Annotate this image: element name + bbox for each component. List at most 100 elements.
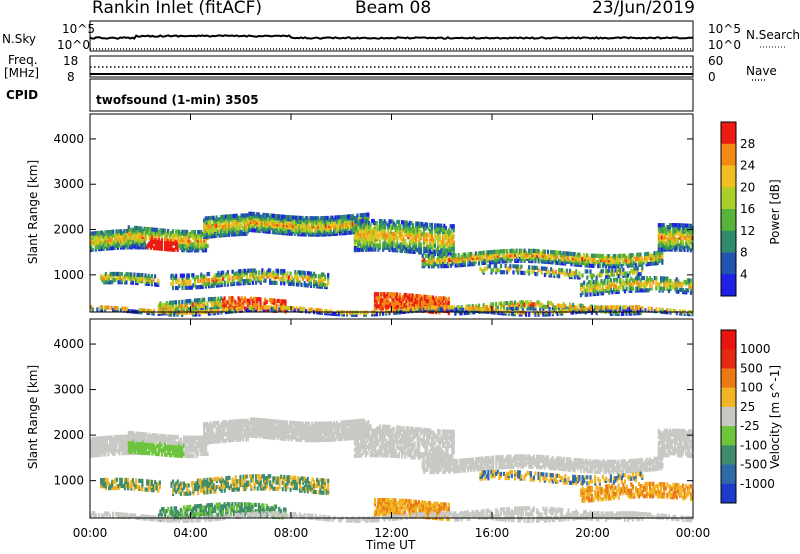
power-cell — [226, 300, 229, 305]
power-cell — [218, 221, 221, 226]
power-cell — [429, 222, 432, 227]
power-cell — [200, 229, 203, 235]
power-cell — [567, 306, 570, 311]
power-cell — [192, 306, 195, 311]
power-cell — [678, 281, 682, 286]
power-cell — [586, 257, 589, 262]
power-cell — [449, 248, 452, 253]
power-cell — [388, 311, 391, 316]
power-cell — [287, 215, 290, 220]
power-cell — [622, 271, 625, 276]
power-cell — [119, 280, 122, 285]
power-cell — [200, 234, 203, 239]
power-cell — [575, 305, 578, 310]
power-cell — [350, 214, 353, 219]
power-cell — [377, 304, 380, 309]
power-cell — [639, 256, 642, 261]
power-cell — [233, 277, 236, 282]
power-cell — [606, 305, 609, 310]
power-cell — [429, 239, 432, 244]
power-cell — [680, 281, 683, 286]
power-cell — [250, 278, 253, 283]
power-cell — [504, 255, 507, 260]
power-cell — [570, 256, 573, 261]
power-cell — [454, 263, 457, 268]
power-cell — [117, 280, 120, 285]
power-cell — [203, 222, 206, 227]
power-cell — [181, 273, 184, 278]
power-cell — [441, 304, 444, 309]
power-cell — [195, 306, 198, 311]
power-cell — [245, 217, 248, 222]
power-heatmap — [90, 211, 694, 317]
power-cell — [680, 223, 683, 228]
power-cell — [677, 241, 680, 246]
power-cell — [410, 305, 413, 310]
power-cell — [187, 273, 190, 278]
power-cell — [512, 302, 515, 307]
power-cell — [531, 302, 534, 307]
power-cell — [231, 216, 234, 221]
power-cell — [433, 305, 437, 310]
power-cell — [112, 229, 115, 234]
power-cell — [686, 246, 689, 251]
power-cell — [140, 226, 143, 231]
power-cell — [630, 261, 633, 266]
power-cell — [214, 273, 217, 278]
power-cell — [204, 224, 207, 229]
power-cell — [559, 250, 562, 255]
power-cell — [321, 224, 325, 229]
power-cell — [600, 291, 603, 296]
power-cell — [377, 292, 380, 297]
power-cell — [231, 269, 234, 274]
power-cell — [473, 253, 476, 258]
power-cell — [623, 305, 627, 310]
power-cell — [385, 221, 388, 226]
power-cell — [371, 218, 374, 224]
power-cell — [521, 310, 524, 315]
power-cell — [601, 280, 605, 286]
power-cell — [422, 240, 426, 245]
power-cell — [529, 256, 532, 262]
power-cell — [248, 211, 251, 216]
power-cell — [248, 278, 251, 283]
power-cell — [605, 268, 608, 274]
power-cell — [581, 273, 584, 278]
power-cell — [223, 308, 226, 313]
power-cell — [609, 270, 612, 275]
power-cell — [528, 306, 531, 311]
power-cell — [117, 271, 120, 277]
power-cell — [119, 271, 122, 277]
power-cell — [315, 232, 318, 237]
power-cell — [145, 230, 148, 236]
power-cell — [367, 212, 370, 217]
power-cell — [534, 265, 537, 270]
power-cell — [214, 281, 217, 286]
power-cell — [121, 306, 124, 311]
power-cell — [246, 217, 249, 222]
power-cell — [314, 308, 317, 313]
power-cell — [592, 288, 595, 293]
power-cell — [377, 227, 380, 232]
power-cell — [295, 215, 298, 220]
power-cell — [389, 292, 392, 297]
power-cell — [209, 228, 212, 233]
power-cell — [217, 217, 220, 222]
power-cell — [590, 263, 593, 268]
power-cell — [336, 227, 339, 232]
power-cell — [220, 296, 223, 301]
power-cell — [413, 301, 416, 306]
power-cell — [388, 304, 391, 309]
power-cell — [170, 239, 173, 244]
power-cell — [229, 306, 232, 311]
power-cell — [151, 311, 154, 316]
power-cell — [301, 222, 304, 227]
power-cell — [675, 223, 678, 228]
power-cell — [550, 273, 553, 278]
power-cell — [276, 214, 279, 219]
power-cell — [404, 228, 407, 233]
power-cell — [601, 258, 604, 263]
power-cell — [108, 274, 111, 279]
power-cell — [515, 302, 518, 307]
power-cell — [424, 246, 427, 251]
